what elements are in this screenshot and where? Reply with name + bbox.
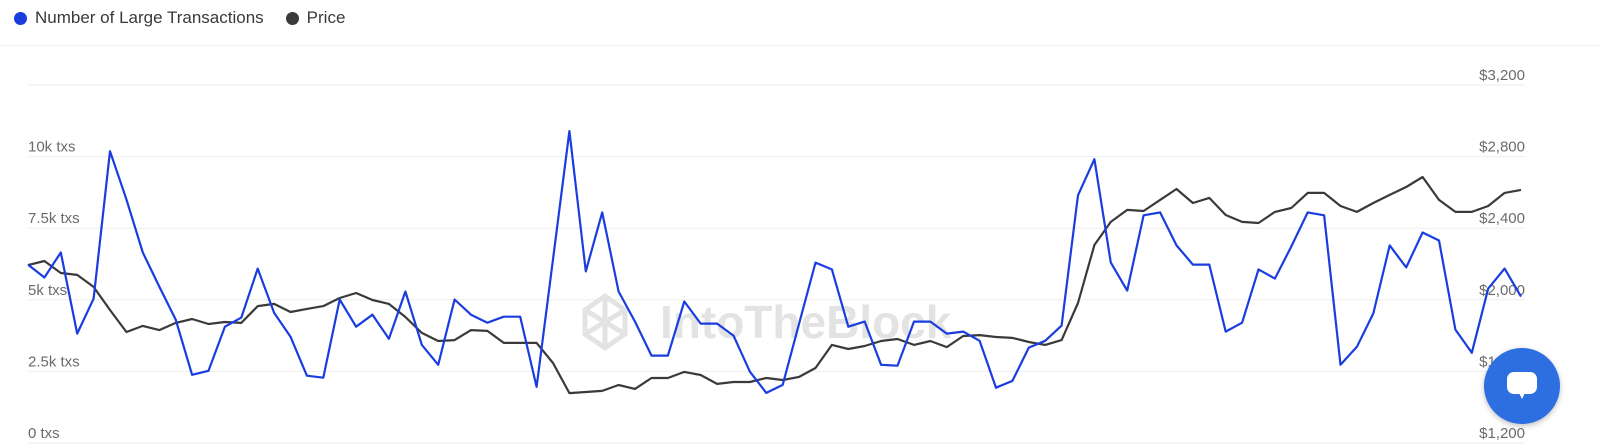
legend-dot-blue bbox=[14, 11, 27, 25]
legend-divider bbox=[0, 45, 1600, 46]
left-axis-tick: 2.5k txs bbox=[28, 353, 80, 370]
price-line bbox=[27, 175, 1522, 395]
chart-legend: Number of Large Transactions Price bbox=[14, 8, 345, 28]
legend-label: Price bbox=[306, 8, 346, 27]
legend-dot-gray bbox=[285, 11, 299, 25]
watermark-logo-icon bbox=[582, 292, 628, 352]
left-axis-tick: 0 txs bbox=[28, 425, 60, 442]
right-axis-tick: $1,200 bbox=[1479, 425, 1525, 442]
legend-label: Number of Large Transactions bbox=[35, 8, 264, 27]
legend-item-price[interactable]: Price bbox=[285, 8, 346, 28]
legend-item-large-transactions[interactable]: Number of Large Transactions bbox=[14, 8, 264, 28]
right-axis-tick: $2,400 bbox=[1479, 210, 1525, 227]
right-axis-tick: $3,200 bbox=[1479, 67, 1525, 84]
left-axis-tick: 7.5k txs bbox=[28, 210, 80, 227]
left-axis-tick: 5k txs bbox=[28, 282, 67, 299]
large-transactions-line bbox=[27, 130, 1522, 394]
chat-button[interactable] bbox=[1484, 348, 1560, 424]
chat-bubble-icon bbox=[1507, 372, 1537, 399]
right-axis-tick: $2,800 bbox=[1479, 139, 1525, 156]
watermark: IntoTheBlock bbox=[660, 296, 952, 348]
left-axis-tick: 10k txs bbox=[28, 139, 76, 156]
